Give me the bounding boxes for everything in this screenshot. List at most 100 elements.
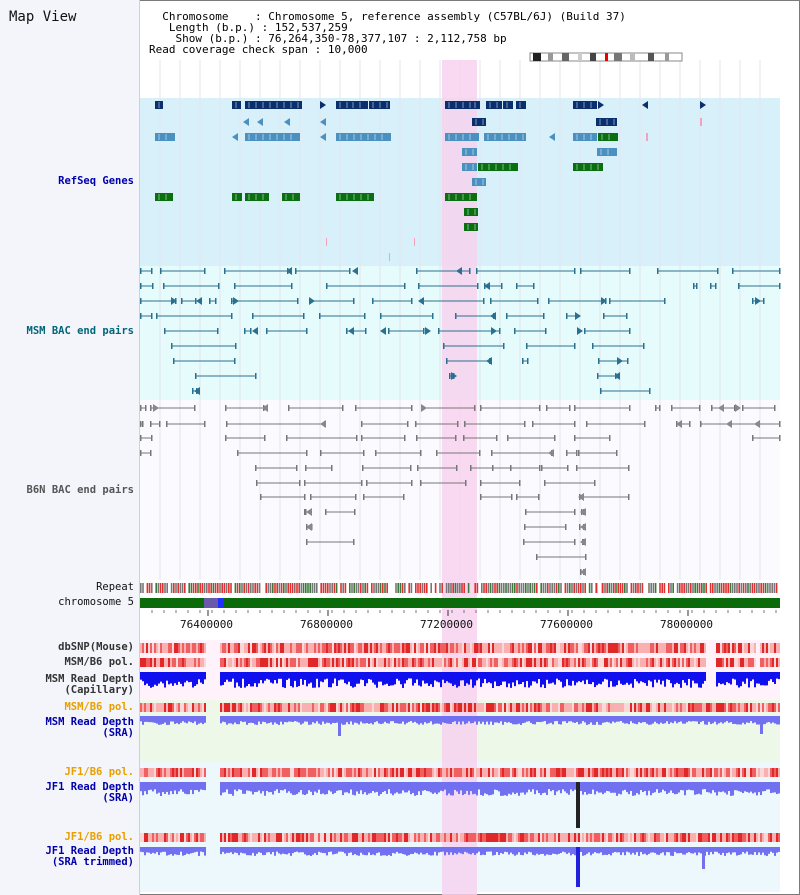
track-label-dbsnp[interactable]: dbSNP(Mouse) [58, 641, 134, 653]
read-depth-bar [400, 716, 402, 724]
read-depth-bar [582, 847, 584, 856]
track-label-b6n-bac[interactable]: B6N BAC end pairs [26, 484, 134, 496]
msm-bac-end [514, 328, 516, 334]
repeat-mark [775, 583, 778, 593]
polymorphism-cell [376, 658, 378, 667]
repeat-mark [415, 583, 417, 593]
msm-bac-end [418, 283, 420, 289]
read-depth-bar [458, 847, 460, 853]
read-depth-bar [302, 847, 304, 853]
polymorphism-cell [322, 833, 324, 842]
gene-arrow [486, 357, 492, 365]
read-depth-bar [194, 782, 196, 791]
track-label-jf1-depth-trimmed[interactable]: JF1 Read Depth (SRA trimmed) [45, 845, 134, 868]
gene-feature [471, 101, 480, 109]
polymorphism-cell [638, 643, 640, 653]
read-depth-bar [630, 782, 632, 791]
polymorphism-cell [588, 703, 590, 712]
track-label-repeat[interactable]: Repeat [96, 581, 134, 593]
read-depth-bar [544, 672, 546, 688]
read-depth-bar [694, 672, 696, 684]
polymorphism-cell [220, 768, 222, 777]
polymorphism-cell [634, 643, 636, 653]
track-label-jf1-b6-pol[interactable]: JF1/B6 pol. [64, 766, 134, 778]
polymorphism-cell [566, 768, 568, 777]
read-depth-bar [488, 716, 490, 725]
read-depth-bar [248, 672, 250, 685]
b6n-bac-end [305, 509, 307, 515]
read-depth-bar [336, 716, 338, 723]
gene-feature [155, 133, 175, 141]
polymorphism-cell [740, 833, 742, 842]
read-depth-bar [430, 672, 432, 685]
read-depth-bar [370, 847, 372, 856]
read-depth-bar [258, 716, 260, 722]
read-depth-bar [494, 716, 496, 723]
polymorphism-cell [164, 703, 166, 712]
track-label-msm-bac[interactable]: MSM BAC end pairs [26, 325, 134, 337]
read-depth-bar [654, 672, 656, 680]
polymorphism-cell [456, 643, 458, 653]
repeat-mark [632, 583, 635, 593]
polymorphism-cell [736, 703, 738, 712]
track-label-msm-b6-pol-sra[interactable]: MSM/B6 pol. [64, 701, 134, 713]
repeat-mark [430, 583, 432, 593]
read-depth-bar [282, 847, 284, 854]
msm-bac-end [204, 268, 206, 274]
read-depth-bar [316, 672, 318, 679]
read-depth-bar [240, 672, 242, 688]
read-depth-bar [486, 847, 488, 852]
read-depth-bar [182, 847, 184, 856]
polymorphism-cell [478, 658, 480, 667]
read-depth-bar [494, 847, 496, 855]
polymorphism-cell [766, 658, 768, 667]
track-label-chromosome[interactable]: chromosome 5 [58, 596, 134, 608]
polymorphism-cell [194, 658, 196, 667]
polymorphism-cell [684, 833, 686, 842]
read-depth-bar [444, 672, 446, 684]
polymorphism-cell [160, 658, 162, 667]
polymorphism-cell [190, 643, 192, 653]
polymorphism-cell [246, 833, 248, 842]
msm-bac-end [469, 268, 471, 274]
read-depth-bar [260, 782, 262, 794]
track-label-msm-depth-capillary[interactable]: MSM Read Depth (Capillary) [45, 673, 134, 696]
polymorphism-cell [474, 658, 476, 667]
polymorphism-cell [414, 643, 416, 653]
track-label-refseq[interactable]: RefSeq Genes [58, 175, 134, 187]
polymorphism-cell [432, 658, 434, 667]
read-depth-bar [186, 716, 188, 724]
polymorphism-cell [586, 643, 588, 653]
polymorphism-cell [442, 703, 444, 712]
read-depth-bar [692, 782, 694, 791]
track-label-msm-b6-pol[interactable]: MSM/B6 pol. [64, 656, 134, 668]
repeat-mark [690, 583, 692, 593]
polymorphism-cell [400, 768, 402, 777]
polymorphism-cell [326, 768, 328, 777]
track-label-jf1-b6-pol-trimmed[interactable]: JF1/B6 pol. [64, 831, 134, 843]
read-depth-bar [326, 672, 328, 679]
polymorphism-cell [626, 643, 628, 653]
polymorphism-cell [608, 768, 610, 777]
repeat-mark [173, 583, 175, 593]
polymorphism-cell [640, 768, 642, 777]
polymorphism-cell [636, 768, 638, 777]
read-depth-bar [396, 782, 398, 793]
polymorphism-cell [498, 703, 500, 712]
polymorphism-cell [286, 658, 288, 667]
track-label-msm-depth-sra[interactable]: MSM Read Depth (SRA) [45, 716, 134, 739]
read-depth-bar [320, 847, 322, 853]
repeat-mark [309, 583, 311, 593]
polymorphism-cell [662, 833, 664, 842]
polymorphism-cell [274, 643, 276, 653]
polymorphism-cell [360, 643, 362, 653]
polymorphism-cell [236, 833, 238, 842]
track-label-jf1-depth-sra[interactable]: JF1 Read Depth (SRA) [45, 781, 134, 804]
polymorphism-cell [514, 833, 516, 842]
read-depth-bar [282, 672, 284, 688]
read-depth-bar [690, 672, 692, 688]
polymorphism-cell [410, 658, 412, 667]
read-depth-bar [718, 672, 720, 683]
polymorphism-cell [244, 658, 246, 667]
